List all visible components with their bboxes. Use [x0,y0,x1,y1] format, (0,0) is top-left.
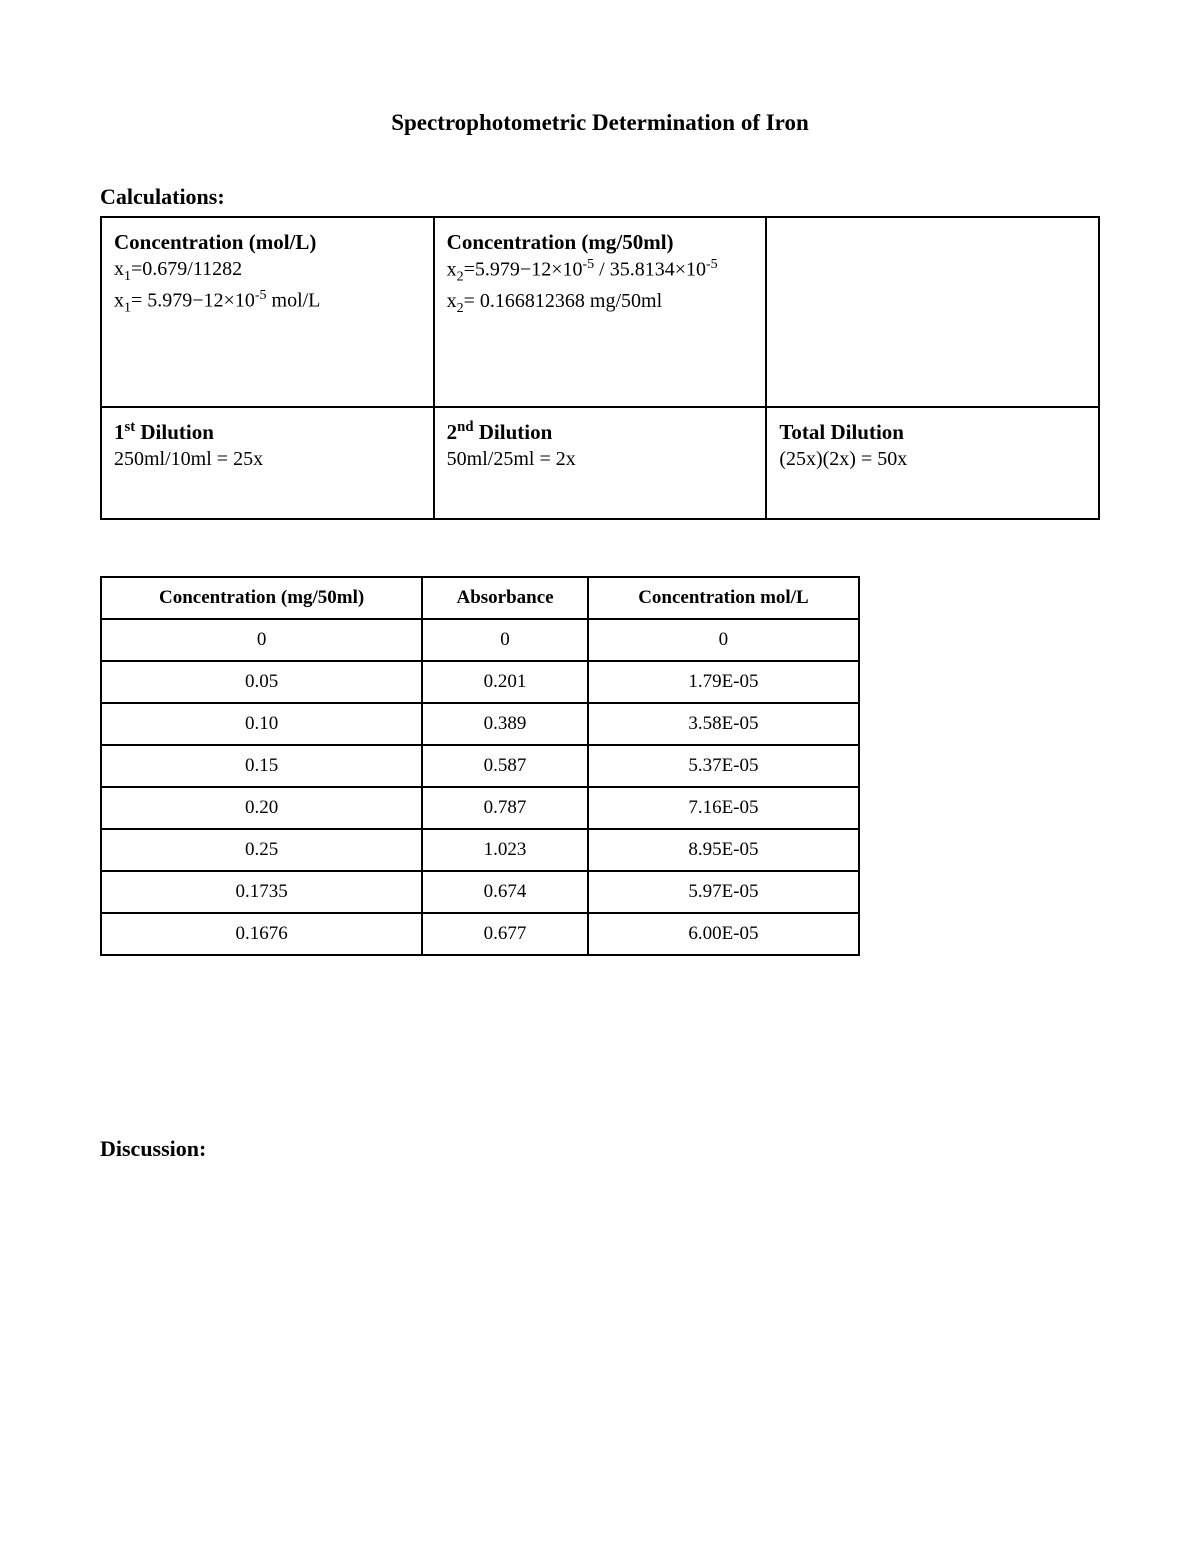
table-cell: 0.389 [422,703,588,745]
table-cell: 0.15 [101,745,422,787]
cell-line: x1= 5.979−12×10-5 mol/L [114,287,421,319]
table-cell: 0 [422,619,588,661]
table-row: 0.16760.6776.00E-05 [101,913,859,955]
cell-line: 250ml/10ml = 25x [114,446,421,473]
table-cell: 3.58E-05 [588,703,859,745]
table-row: 0.200.7877.16E-05 [101,787,859,829]
table-cell: 0.674 [422,871,588,913]
calculations-heading: Calculations: [100,184,1100,210]
cell-heading: Concentration (mg/50ml) [447,228,754,256]
table-cell: 5.37E-05 [588,745,859,787]
cell-heading: Total Dilution [779,418,1086,446]
col-header-absorbance: Absorbance [422,577,588,619]
cell-heading: 1st Dilution [114,418,421,446]
table-row: 0.050.2011.79E-05 [101,661,859,703]
table-row: 0.17350.6745.97E-05 [101,871,859,913]
calc-cell-conc-mg: Concentration (mg/50ml) x2=5.979−12×10-5… [434,217,767,407]
data-table: Concentration (mg/50ml) Absorbance Conce… [100,576,860,956]
table-cell: 8.95E-05 [588,829,859,871]
table-cell: 7.16E-05 [588,787,859,829]
table-cell: 0.1735 [101,871,422,913]
document-page: Spectrophotometric Determination of Iron… [0,0,1200,1553]
cell-line: 50ml/25ml = 2x [447,446,754,473]
table-header-row: Concentration (mg/50ml) Absorbance Conce… [101,577,859,619]
col-header-conc-mol: Concentration mol/L [588,577,859,619]
data-table-body: 0000.050.2011.79E-050.100.3893.58E-050.1… [101,619,859,955]
table-cell: 0.677 [422,913,588,955]
table-row: 0.150.5875.37E-05 [101,745,859,787]
table-cell: 0.787 [422,787,588,829]
page-title: Spectrophotometric Determination of Iron [100,110,1100,136]
cell-line: (25x)(2x) = 50x [779,446,1086,473]
table-cell: 5.97E-05 [588,871,859,913]
table-row: Concentration (mol/L) x1=0.679/11282 x1=… [101,217,1099,407]
table-cell: 0.1676 [101,913,422,955]
table-row: 1st Dilution 250ml/10ml = 25x 2nd Diluti… [101,407,1099,519]
cell-heading: Concentration (mol/L) [114,228,421,256]
cell-line: x2= 0.166812368 mg/50ml [447,288,754,319]
cell-line: x1=0.679/11282 [114,256,421,287]
calc-cell-dilution-total: Total Dilution (25x)(2x) = 50x [766,407,1099,519]
table-cell: 6.00E-05 [588,913,859,955]
table-cell: 0.05 [101,661,422,703]
cell-heading: 2nd Dilution [447,418,754,446]
table-cell: 0 [588,619,859,661]
cell-line: x2=5.979−12×10-5 / 35.8134×10-5 [447,256,754,288]
table-row: 0.251.0238.95E-05 [101,829,859,871]
col-header-conc-mg: Concentration (mg/50ml) [101,577,422,619]
table-cell: 0.587 [422,745,588,787]
table-cell: 0.10 [101,703,422,745]
calculations-table: Concentration (mol/L) x1=0.679/11282 x1=… [100,216,1100,520]
table-cell: 0.20 [101,787,422,829]
calc-cell-empty [766,217,1099,407]
table-cell: 1.023 [422,829,588,871]
table-row: 000 [101,619,859,661]
table-cell: 0.25 [101,829,422,871]
table-row: 0.100.3893.58E-05 [101,703,859,745]
calc-cell-dilution1: 1st Dilution 250ml/10ml = 25x [101,407,434,519]
table-cell: 0.201 [422,661,588,703]
calc-cell-dilution2: 2nd Dilution 50ml/25ml = 2x [434,407,767,519]
table-cell: 0 [101,619,422,661]
table-cell: 1.79E-05 [588,661,859,703]
discussion-heading: Discussion: [100,1136,1100,1162]
calc-cell-conc-mol: Concentration (mol/L) x1=0.679/11282 x1=… [101,217,434,407]
